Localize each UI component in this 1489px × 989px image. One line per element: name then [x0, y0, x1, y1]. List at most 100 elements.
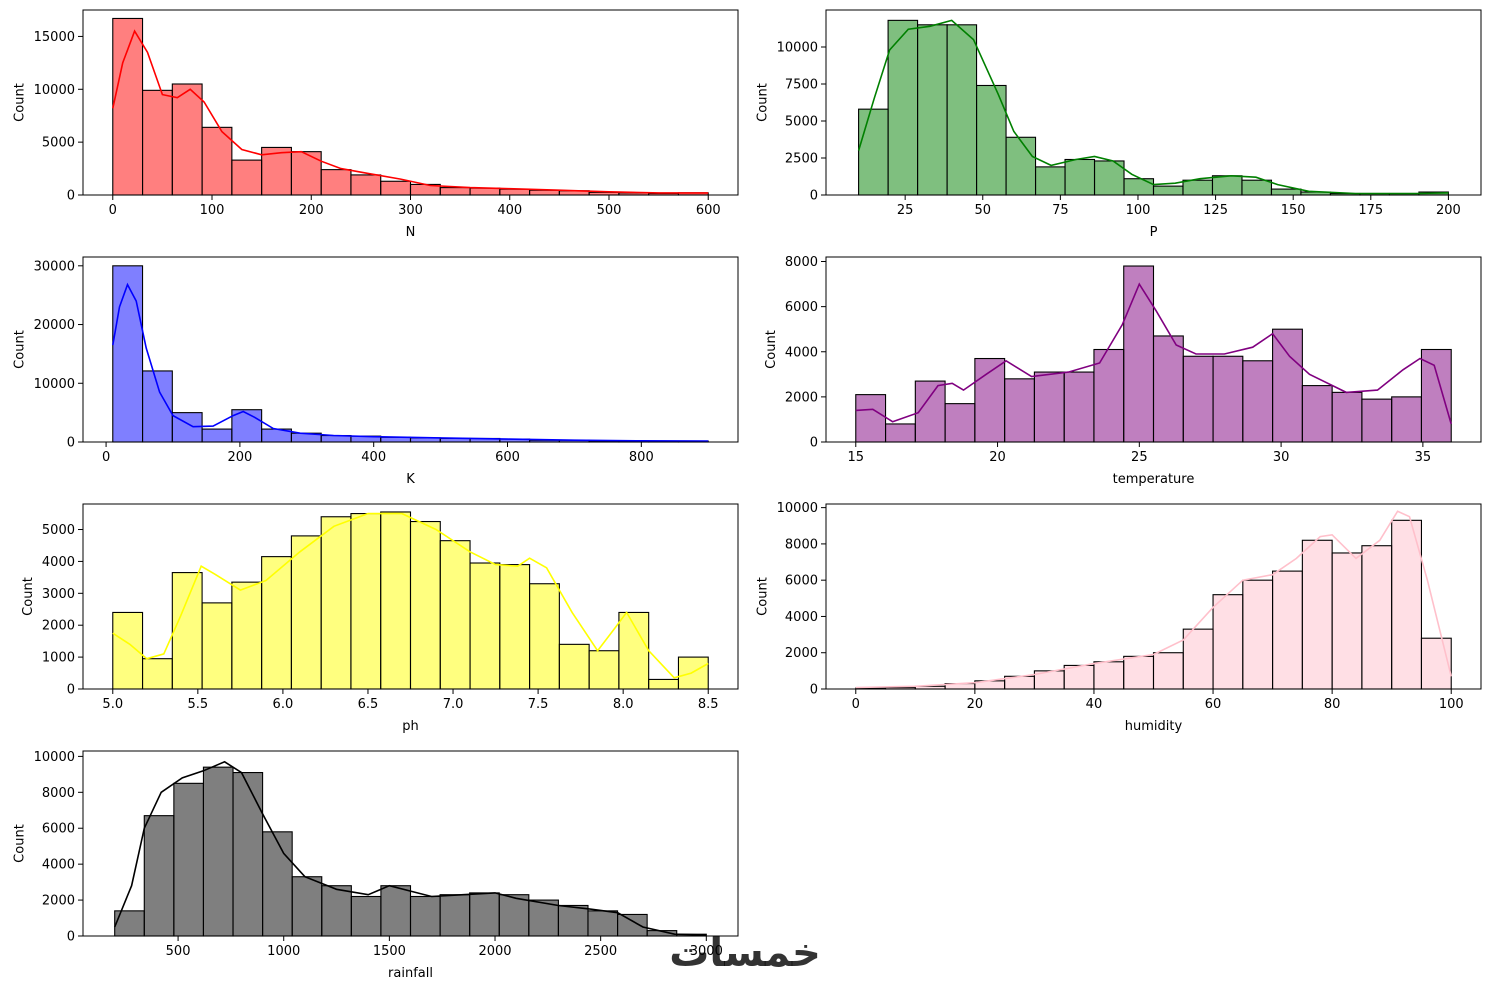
y-axis-label-rainfall: Count	[13, 824, 28, 863]
histogram-bar-N-13	[469, 187, 501, 196]
kde-line-P	[857, 19, 1449, 195]
histogram-bar-rainfall-2	[143, 815, 175, 937]
histogram-bar-rainfall-18	[617, 913, 648, 937]
histogram-bar-humidity-12	[1182, 628, 1214, 690]
histogram-bar-K-4	[201, 428, 233, 443]
histogram-bar-temperature-16	[1301, 385, 1333, 443]
y-tick-label-P-4: 7500	[785, 78, 818, 93]
x-tick-label-N-6: 500	[597, 203, 622, 218]
subplot-ph: 5.0 5.5 6.0 6.5 7.0 7.5 8.0 8.5 0 1000 2000 3000 400…	[21, 503, 739, 734]
x-tick-label-N-4: 300	[398, 203, 423, 218]
histogram-bar-rainfall-17	[587, 910, 619, 937]
x-tick-label-K-1: 0	[102, 450, 110, 465]
x-tick-label-rainfall-1: 500	[166, 944, 191, 959]
x-tick-label-temperature-3: 25	[1131, 450, 1148, 465]
histogram-bar-P-11	[1152, 185, 1184, 196]
y-axis-label-K: Count	[13, 330, 28, 369]
histogram-bar-temperature-1	[855, 394, 887, 443]
x-tick-label-P-7: 175	[1358, 203, 1383, 218]
histogram-bar-rainfall-6	[262, 831, 293, 937]
histogram-bar-rainfall-10	[380, 885, 412, 937]
y-tick-label-N-4: 15000	[34, 30, 75, 45]
y-tick-label-ph-3: 2000	[42, 619, 75, 634]
y-axis-label-ph: Count	[21, 577, 36, 616]
histogram-bar-ph-16	[558, 643, 590, 690]
histogram-bar-N-4	[201, 126, 233, 196]
kde-line-ph	[112, 512, 709, 679]
y-tick-label-humidity-1: 0	[810, 683, 818, 698]
histogram-bar-humidity-10	[1123, 655, 1155, 690]
histogram-bar-temperature-14	[1242, 360, 1274, 443]
histogram-bar-temperature-8	[1063, 371, 1095, 443]
y-tick-label-temperature-4: 6000	[785, 300, 818, 315]
x-tick-label-humidity-5: 80	[1324, 697, 1341, 712]
x-tick-label-N-2: 100	[200, 203, 225, 218]
x-tick-label-N-3: 200	[299, 203, 324, 218]
histogram-bar-ph-15	[529, 583, 560, 690]
x-tick-label-P-1: 25	[897, 203, 914, 218]
histogram-bar-rainfall-14	[498, 894, 530, 937]
y-tick-label-K-1: 0	[67, 436, 75, 451]
histogram-bar-temperature-13	[1212, 355, 1244, 443]
histogram-bar-humidity-16	[1301, 539, 1333, 690]
histogram-bar-rainfall-12	[439, 894, 471, 937]
histogram-bar-P-15	[1270, 188, 1302, 196]
x-tick-label-humidity-4: 60	[1205, 697, 1222, 712]
x-tick-label-K-3: 400	[361, 450, 386, 465]
histogram-bar-P-3	[917, 24, 948, 196]
histogram-bar-rainfall-16	[557, 904, 589, 937]
histogram-bar-rainfall-7	[291, 876, 323, 937]
subplot-N: 0 100 200 300 400 500 600 0 5000 10000 15000 N Count	[13, 9, 739, 240]
x-tick-label-P-3: 75	[1052, 203, 1069, 218]
x-tick-label-N-5: 400	[497, 203, 522, 218]
axes-frame-P	[825, 9, 1482, 196]
kde-line-rainfall	[113, 760, 707, 936]
y-tick-label-rainfall-1: 0	[67, 930, 75, 945]
y-axis-label-P: Count	[756, 83, 771, 122]
axes-frame-ph	[82, 503, 739, 690]
kde-line-temperature	[855, 282, 1452, 425]
histogram-bar-K-1	[112, 265, 144, 443]
histogram-bar-ph-2	[141, 658, 173, 690]
y-tick-label-K-3: 20000	[34, 318, 75, 333]
x-tick-label-ph-7: 8.0	[613, 697, 634, 712]
histogram-bar-rainfall-4	[202, 766, 234, 937]
histogram-bar-P-8	[1064, 158, 1096, 196]
y-tick-label-N-2: 5000	[42, 136, 75, 151]
histogram-bar-temperature-7	[1033, 371, 1065, 443]
histogram-bar-temperature-12	[1182, 355, 1214, 443]
x-tick-label-humidity-1: 0	[852, 697, 860, 712]
histogram-bar-P-9	[1093, 160, 1125, 196]
subplot-temperature: 15 20 25 30 35 0 2000 4000 6000 8000 temperature Co…	[764, 255, 1482, 487]
kde-line-K	[112, 282, 709, 442]
x-tick-label-K-4: 600	[495, 450, 520, 465]
y-tick-label-K-2: 10000	[34, 377, 75, 392]
subplot-rainfall: 500 1000 1500 2000 2500 3000 0 2000 4000 6000 8000…	[13, 750, 739, 981]
subplot-K: 0 200 400 600 800 0 10000 20000 30000 K Count	[13, 256, 739, 487]
x-tick-label-N-1: 0	[109, 203, 117, 218]
histogram-bar-rainfall-3	[173, 782, 204, 937]
histogram-bar-N-9	[350, 174, 382, 196]
histogram-bar-rainfall-15	[528, 899, 559, 937]
histogram-bar-humidity-19	[1391, 519, 1423, 690]
y-tick-label-temperature-3: 4000	[785, 345, 818, 360]
y-tick-label-ph-6: 5000	[42, 523, 75, 538]
histogram-bar-N-12	[439, 187, 471, 196]
histogram-bar-N-8	[320, 169, 352, 196]
x-tick-label-ph-3: 6.0	[273, 697, 294, 712]
y-tick-label-humidity-2: 2000	[785, 646, 818, 661]
histogram-bar-rainfall-9	[350, 895, 382, 937]
histogram-bar-ph-13	[469, 562, 501, 690]
x-tick-label-K-5: 800	[629, 450, 654, 465]
watermark-logo: خمسات	[669, 930, 821, 976]
y-tick-label-K-4: 30000	[34, 259, 75, 274]
histogram-bar-humidity-20	[1420, 637, 1452, 690]
y-tick-label-ph-2: 1000	[42, 651, 75, 666]
histogram-bar-N-5	[231, 159, 263, 196]
y-axis-label-humidity: Count	[756, 577, 771, 616]
histogram-bar-ph-5	[231, 581, 263, 690]
histogram-bar-temperature-3	[914, 380, 946, 443]
histogram-bar-temperature-6	[1004, 378, 1035, 443]
histogram-bar-temperature-4	[944, 403, 976, 443]
y-tick-label-P-2: 2500	[785, 152, 818, 167]
